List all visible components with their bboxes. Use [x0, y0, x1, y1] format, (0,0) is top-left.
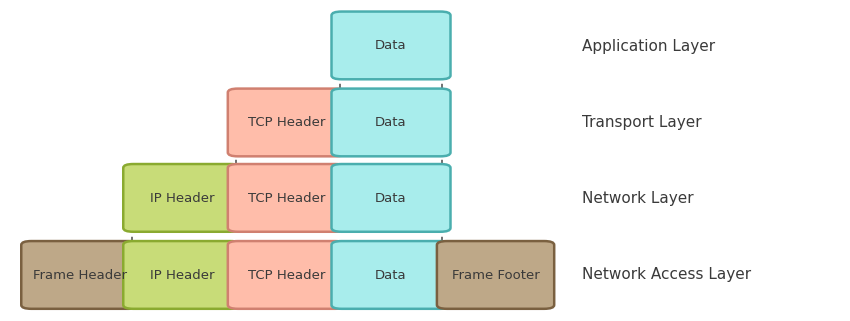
Text: Network Access Layer: Network Access Layer	[582, 267, 751, 282]
FancyBboxPatch shape	[228, 241, 345, 309]
FancyBboxPatch shape	[228, 89, 345, 156]
Text: Frame Header: Frame Header	[33, 269, 127, 282]
FancyBboxPatch shape	[123, 241, 241, 309]
Text: Data: Data	[375, 269, 407, 282]
Text: TCP Header: TCP Header	[247, 192, 326, 205]
FancyBboxPatch shape	[332, 164, 450, 232]
Text: TCP Header: TCP Header	[247, 269, 326, 282]
Text: IP Header: IP Header	[150, 269, 214, 282]
Text: Application Layer: Application Layer	[582, 39, 716, 54]
Text: Data: Data	[375, 39, 407, 52]
FancyBboxPatch shape	[228, 164, 345, 232]
FancyBboxPatch shape	[21, 241, 139, 309]
FancyBboxPatch shape	[332, 12, 450, 79]
FancyBboxPatch shape	[332, 241, 450, 309]
Text: Network Layer: Network Layer	[582, 191, 694, 205]
Text: Data: Data	[375, 192, 407, 205]
FancyBboxPatch shape	[437, 241, 554, 309]
FancyBboxPatch shape	[332, 89, 450, 156]
Text: Transport Layer: Transport Layer	[582, 116, 702, 130]
Text: Data: Data	[375, 116, 407, 129]
Text: IP Header: IP Header	[150, 192, 214, 205]
FancyBboxPatch shape	[123, 164, 241, 232]
Text: TCP Header: TCP Header	[247, 116, 326, 129]
Text: Frame Footer: Frame Footer	[451, 269, 540, 282]
